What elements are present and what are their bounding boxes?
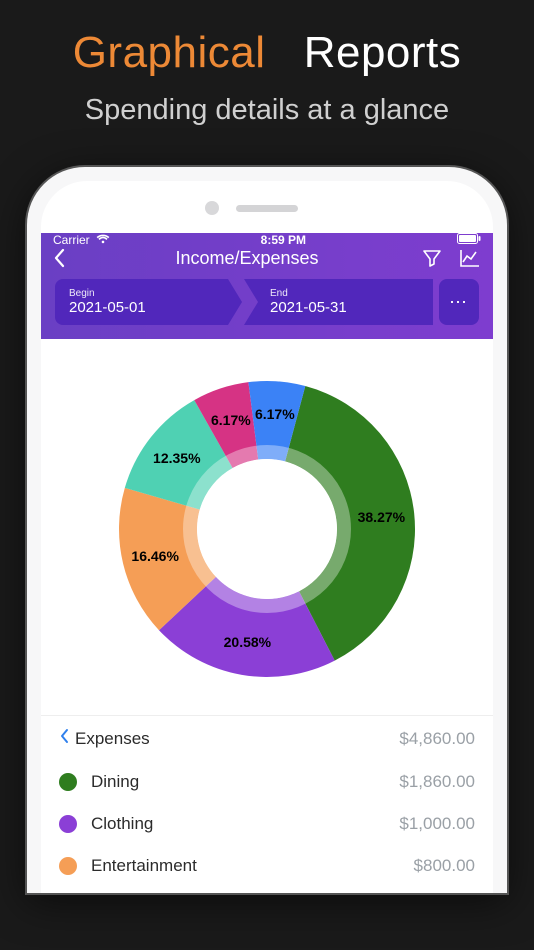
- list-item-name: Dining: [91, 772, 139, 792]
- expense-list-total: $4,860.00: [399, 729, 475, 749]
- phone-inner: Carrier 8:59 PM: [41, 181, 493, 893]
- date-range-bar: Begin 2021-05-01 End 2021-05-31 ⋯: [41, 269, 493, 339]
- color-dot: [59, 773, 77, 791]
- status-bar: Carrier 8:59 PM: [41, 233, 493, 247]
- date-begin-label: Begin: [69, 288, 218, 299]
- list-item-amount: $1,000.00: [399, 814, 475, 834]
- battery-icon: [457, 233, 481, 247]
- donut-slice-label: 16.46%: [131, 548, 178, 564]
- color-dot: [59, 815, 77, 833]
- list-item-name: Clothing: [91, 814, 153, 834]
- list-item[interactable]: Entertainment $800.00: [41, 845, 493, 887]
- carrier-label: Carrier: [53, 233, 90, 247]
- list-item[interactable]: Car$600.00: [41, 887, 493, 893]
- date-end-label: End: [270, 288, 419, 299]
- expense-list-title: Expenses: [75, 729, 150, 749]
- filter-icon[interactable]: [421, 247, 443, 269]
- promo-title-word1: Graphical: [73, 28, 266, 77]
- donut-chart: 38.27% 20.58% 16.46% 12.35% 6.17%6.17%: [41, 339, 493, 715]
- date-end[interactable]: End 2021-05-31: [244, 279, 433, 325]
- list-item[interactable]: Clothing $1,000.00: [41, 803, 493, 845]
- nav-bar: Income/Expenses: [41, 247, 493, 269]
- status-time: 8:59 PM: [110, 233, 457, 247]
- phone-speaker: [236, 205, 298, 212]
- list-item-amount: $800.00: [414, 856, 475, 876]
- date-begin-value: 2021-05-01: [69, 299, 218, 316]
- nav-title: Income/Expenses: [85, 248, 409, 269]
- donut-slice-label: 12.35%: [153, 450, 200, 466]
- app-screen: Carrier 8:59 PM: [41, 233, 493, 893]
- date-more-button[interactable]: ⋯: [439, 279, 479, 325]
- promo-title: Graphical Reports: [0, 28, 534, 78]
- chevron-left-icon: [59, 728, 69, 749]
- donut-slice-label: 38.27%: [358, 509, 405, 525]
- promo-subtitle: Spending details at a glance: [0, 94, 534, 127]
- donut-slice-label: 6.17%: [211, 412, 251, 428]
- date-end-value: 2021-05-31: [270, 299, 419, 316]
- nav-actions: [421, 247, 481, 269]
- expense-list-header[interactable]: Expenses $4,860.00: [41, 716, 493, 761]
- phone-frame: Carrier 8:59 PM: [27, 167, 507, 893]
- expense-list: Expenses $4,860.00 Dining $1,860.00 Clothi…: [41, 715, 493, 893]
- status-left: Carrier: [53, 233, 110, 247]
- status-right: [457, 233, 481, 247]
- linechart-icon[interactable]: [459, 247, 481, 269]
- list-item-amount: $1,860.00: [399, 772, 475, 792]
- promo-title-word2: Reports: [304, 28, 462, 77]
- donut-slice-label: 20.58%: [224, 634, 271, 650]
- phone-camera: [205, 201, 219, 215]
- color-dot: [59, 857, 77, 875]
- promo-header: Graphical Reports Spending details at a …: [0, 0, 534, 137]
- list-item-name: Entertainment: [91, 856, 197, 876]
- donut-slice-label: 6.17%: [255, 406, 295, 422]
- date-begin[interactable]: Begin 2021-05-01: [55, 279, 242, 325]
- back-button[interactable]: [53, 248, 73, 268]
- wifi-icon: [96, 233, 110, 247]
- list-item[interactable]: Dining $1,860.00: [41, 761, 493, 803]
- phone-mockup: Carrier 8:59 PM: [27, 167, 507, 893]
